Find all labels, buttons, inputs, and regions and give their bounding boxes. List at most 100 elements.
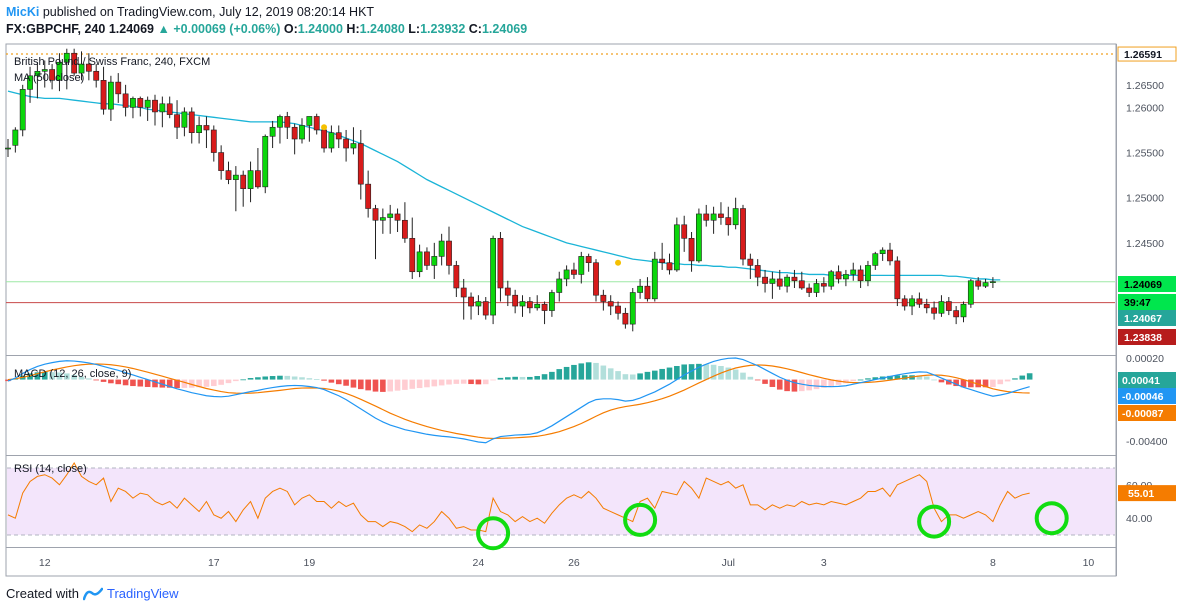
candle[interactable] — [181, 107, 188, 137]
candle[interactable] — [732, 197, 739, 230]
candle[interactable] — [622, 307, 629, 329]
candle[interactable] — [644, 277, 651, 302]
candle[interactable] — [710, 206, 717, 234]
candle[interactable] — [607, 295, 614, 316]
candle[interactable] — [519, 295, 526, 317]
candle[interactable] — [482, 297, 489, 320]
candle[interactable] — [945, 297, 952, 316]
candle[interactable] — [806, 283, 813, 298]
candle[interactable] — [865, 260, 871, 287]
candle[interactable] — [232, 166, 239, 212]
candle[interactable] — [490, 235, 496, 325]
candle[interactable] — [526, 297, 533, 314]
candle[interactable] — [960, 301, 967, 323]
candle[interactable] — [563, 265, 570, 287]
candle[interactable] — [203, 116, 210, 149]
candle[interactable] — [769, 271, 776, 299]
candle[interactable] — [247, 161, 254, 203]
publisher-name[interactable]: MicKi — [6, 5, 40, 19]
candle[interactable] — [600, 289, 607, 311]
candle[interactable] — [989, 277, 996, 288]
candle[interactable] — [585, 253, 592, 272]
candle[interactable] — [938, 295, 945, 317]
candle[interactable] — [372, 204, 379, 260]
candle[interactable] — [5, 139, 11, 158]
candle[interactable] — [401, 202, 408, 243]
candle[interactable] — [754, 259, 761, 287]
candle[interactable] — [666, 253, 673, 275]
symbol-label[interactable]: FX:GBPCHF, 240 — [6, 22, 106, 36]
candle[interactable] — [629, 287, 636, 332]
candle[interactable] — [953, 306, 960, 325]
candle[interactable] — [343, 129, 349, 162]
candle[interactable] — [34, 62, 41, 99]
candle[interactable] — [144, 96, 151, 121]
candle[interactable] — [130, 96, 136, 119]
candle[interactable] — [166, 96, 173, 119]
candle[interactable] — [681, 215, 688, 252]
candle[interactable] — [240, 170, 247, 207]
candle[interactable] — [453, 260, 460, 298]
candle[interactable] — [174, 100, 180, 140]
candle[interactable] — [842, 269, 849, 287]
candle[interactable] — [695, 208, 702, 263]
candle[interactable] — [593, 259, 599, 302]
candle[interactable] — [909, 295, 915, 316]
candle[interactable] — [967, 278, 974, 308]
candle[interactable] — [571, 262, 577, 279]
candle[interactable] — [12, 127, 19, 153]
candle[interactable] — [299, 118, 305, 144]
candle[interactable] — [931, 301, 937, 320]
candle[interactable] — [115, 73, 122, 103]
candle[interactable] — [93, 64, 100, 88]
candle[interactable] — [27, 66, 33, 103]
time-axis[interactable]: 12 17 19 24 26 Jul 3 8 10 — [39, 557, 1095, 569]
candle[interactable] — [225, 161, 232, 185]
candle[interactable] — [379, 208, 386, 234]
candle[interactable] — [438, 233, 445, 266]
candle[interactable] — [923, 298, 930, 314]
candle[interactable] — [357, 129, 364, 200]
candle[interactable] — [255, 148, 261, 189]
candle[interactable] — [718, 202, 724, 225]
candle[interactable] — [188, 107, 195, 144]
candle[interactable] — [637, 278, 643, 299]
candle[interactable] — [784, 274, 790, 293]
candle[interactable] — [210, 125, 217, 162]
candle[interactable] — [159, 96, 166, 128]
candle[interactable] — [850, 262, 857, 281]
candle[interactable] — [328, 125, 335, 153]
candle[interactable] — [975, 277, 982, 290]
candle[interactable] — [475, 295, 482, 316]
candle[interactable] — [534, 295, 541, 311]
candle[interactable] — [85, 53, 92, 81]
candle[interactable] — [19, 84, 26, 137]
candle[interactable] — [791, 269, 798, 288]
candle[interactable] — [71, 48, 78, 76]
candle[interactable] — [578, 251, 585, 284]
candle[interactable] — [306, 116, 313, 142]
candle[interactable] — [828, 269, 835, 290]
candle[interactable] — [548, 289, 555, 317]
candle[interactable] — [512, 289, 519, 314]
candle[interactable] — [218, 145, 225, 180]
candle[interactable] — [894, 256, 901, 307]
candle[interactable] — [431, 242, 438, 279]
candle[interactable] — [901, 295, 908, 311]
candle[interactable] — [740, 204, 746, 266]
candle[interactable] — [673, 217, 680, 272]
candle[interactable] — [63, 48, 70, 90]
candle[interactable] — [152, 94, 158, 126]
candle[interactable] — [350, 127, 357, 155]
candle[interactable] — [703, 204, 710, 227]
price-pane[interactable]: 1.26591 1.26000 1.25500 1.25000 1.24500 1.240… — [5, 46, 1177, 345]
candle[interactable] — [335, 125, 342, 149]
candle[interactable] — [982, 278, 989, 288]
candle[interactable] — [747, 253, 754, 279]
candle[interactable] — [541, 301, 548, 325]
candle[interactable] — [196, 116, 202, 144]
candle[interactable] — [762, 269, 768, 293]
tradingview-brand[interactable]: TradingView — [106, 586, 179, 601]
candle[interactable] — [41, 60, 48, 88]
